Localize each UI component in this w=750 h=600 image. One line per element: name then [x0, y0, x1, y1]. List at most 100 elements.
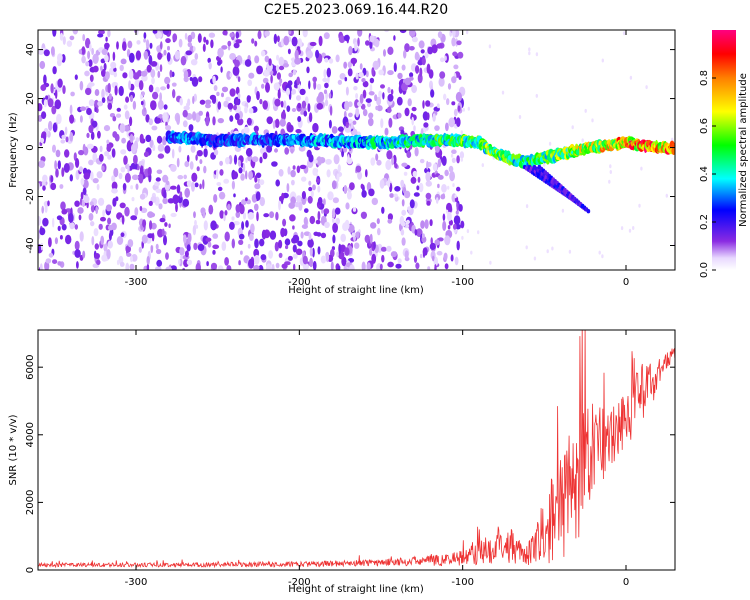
noise-blob: [275, 211, 279, 221]
noise-blob: [331, 218, 335, 223]
x-tick-label: 0: [623, 577, 629, 588]
noise-blob: [337, 126, 344, 132]
noise-blob: [140, 100, 144, 106]
noise-blob: [409, 199, 415, 209]
noise-blob: [203, 148, 208, 158]
noise-blob: [406, 150, 412, 159]
noise-blob: [362, 89, 367, 99]
noise-blob: [98, 223, 103, 230]
noise-blob: [107, 102, 113, 110]
noise-blob: [280, 100, 284, 108]
noise-blob: [632, 226, 635, 230]
noise-blob: [326, 169, 331, 178]
noise-blob: [89, 74, 94, 83]
noise-blob: [100, 235, 105, 245]
noise-blob: [332, 197, 339, 204]
noise-blob: [139, 165, 144, 175]
noise-blob: [321, 209, 325, 214]
noise-blob: [395, 263, 402, 269]
noise-blob: [352, 128, 358, 136]
noise-blob: [414, 229, 418, 236]
noise-blob: [283, 63, 289, 68]
noise-blob: [421, 233, 425, 239]
noise-blob: [219, 160, 224, 166]
noise-blob: [78, 214, 82, 221]
noise-blob: [205, 237, 212, 242]
noise-blob: [79, 231, 84, 242]
noise-blob: [235, 211, 241, 219]
noise-blob: [75, 158, 80, 168]
noise-blob: [447, 185, 450, 190]
noise-blob: [195, 154, 198, 161]
noise-blob: [581, 138, 584, 143]
noise-blob: [335, 217, 341, 225]
noise-blob: [126, 252, 132, 257]
noise-blob: [397, 72, 403, 80]
noise-blob: [131, 143, 136, 154]
noise-blob: [88, 82, 95, 87]
noise-blob: [316, 102, 324, 110]
noise-blob: [455, 223, 461, 230]
noise-blob: [313, 80, 317, 90]
noise-blob: [147, 233, 154, 239]
noise-blob: [150, 69, 156, 78]
noise-blob: [422, 100, 425, 109]
noise-blob: [129, 94, 134, 103]
noise-blob: [92, 53, 99, 64]
noise-blob: [107, 224, 114, 231]
noise-blob: [250, 223, 255, 234]
noise-blob: [396, 96, 403, 106]
noise-blob: [437, 183, 440, 189]
noise-blob: [424, 51, 429, 59]
noise-blob: [481, 163, 484, 168]
noise-blob: [451, 157, 456, 163]
noise-blob: [184, 187, 190, 198]
noise-blob: [192, 111, 197, 121]
noise-blob: [188, 124, 194, 132]
noise-blob: [43, 74, 47, 85]
colorbar-tick-label: 0.4: [699, 166, 710, 182]
noise-blob: [104, 54, 109, 63]
noise-blob: [175, 202, 178, 213]
noise-blob: [244, 106, 248, 114]
noise-blob: [133, 154, 138, 165]
noise-blob: [268, 250, 273, 259]
noise-blob: [466, 30, 469, 35]
noise-blob: [275, 179, 281, 187]
noise-blob: [152, 144, 156, 152]
noise-blob: [89, 43, 92, 52]
noise-blob: [459, 151, 465, 159]
noise-blob: [373, 241, 376, 250]
noise-blob: [145, 39, 150, 48]
noise-blob: [275, 64, 280, 72]
noise-blob: [410, 176, 417, 184]
noise-blob: [292, 225, 295, 230]
noise-blob: [208, 32, 216, 38]
x-tick-label: -300: [125, 277, 148, 288]
noise-blob: [107, 154, 112, 160]
noise-blob: [239, 204, 245, 215]
noise-blob: [278, 56, 285, 66]
noise-blob: [163, 104, 168, 110]
noise-blob: [427, 46, 434, 55]
noise-blob: [284, 238, 291, 246]
noise-blob: [638, 203, 641, 208]
noise-blob: [198, 110, 203, 116]
noise-blob: [295, 248, 303, 256]
noise-blob: [251, 194, 258, 203]
noise-blob: [219, 169, 224, 176]
noise-blob: [302, 263, 310, 270]
noise-blob: [129, 134, 134, 143]
noise-blob: [80, 178, 85, 186]
noise-blob: [229, 32, 234, 38]
noise-blob: [383, 49, 386, 57]
noise-blob: [199, 99, 206, 105]
noise-blob: [361, 261, 366, 270]
noise-blob: [69, 132, 74, 142]
noise-blob: [160, 41, 163, 50]
noise-blob: [309, 41, 317, 47]
noise-blob: [121, 137, 126, 144]
noise-blob: [273, 82, 280, 91]
noise-blob: [43, 49, 50, 57]
noise-blob: [320, 232, 327, 239]
